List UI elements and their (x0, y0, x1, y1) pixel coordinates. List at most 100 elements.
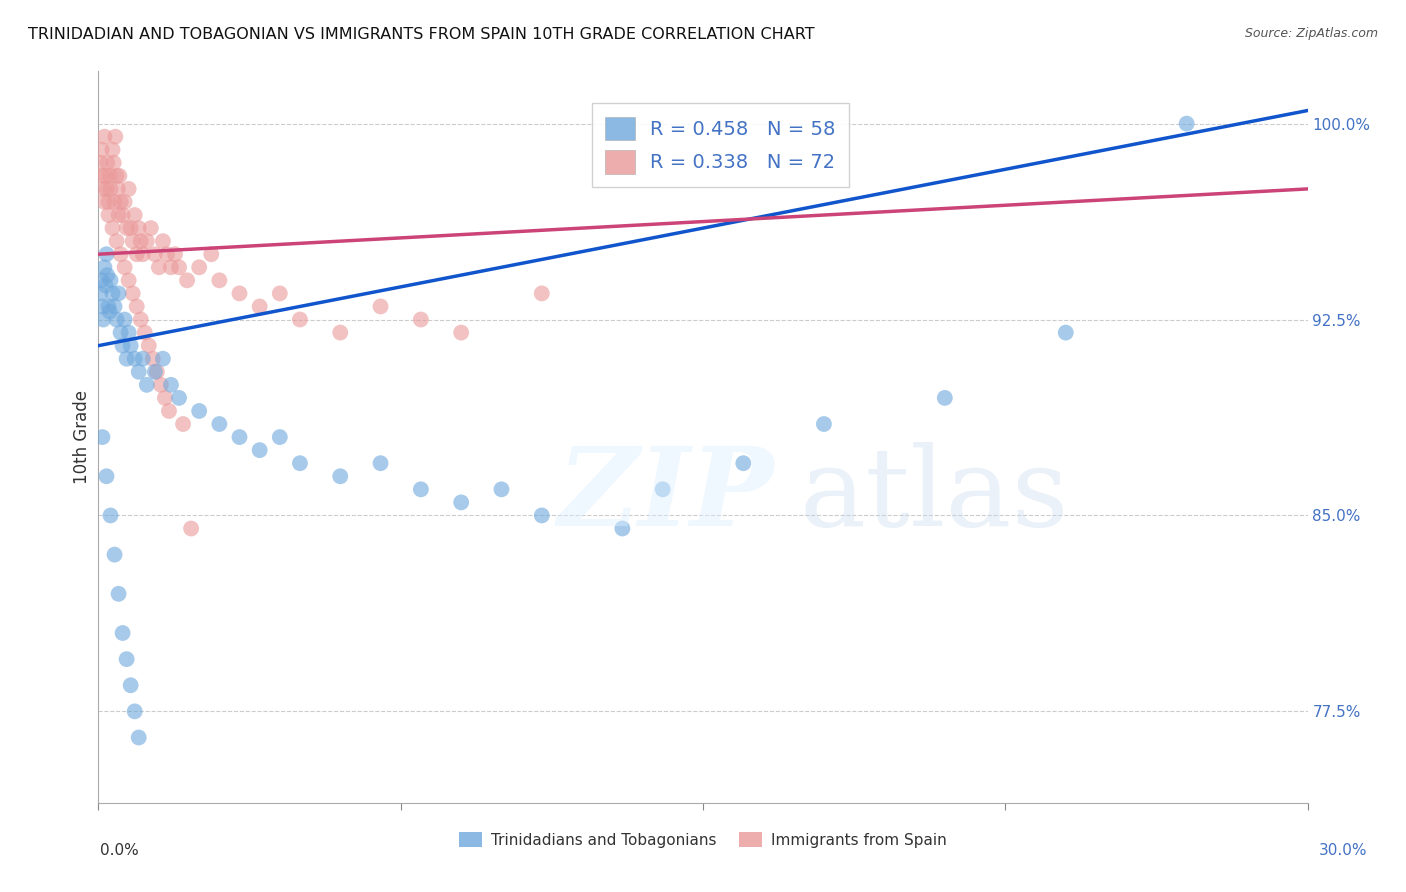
Point (146, 365, 169, 379)
Point (128, 221, 150, 235)
Point (249, 443, 271, 458)
Point (143, 365, 166, 379)
Point (118, 273, 141, 287)
Point (111, 339, 134, 353)
Point (733, 456, 755, 470)
Point (200, 247, 222, 261)
Point (120, 221, 142, 235)
Point (530, 508, 553, 523)
Point (105, 169, 128, 183)
Point (160, 260, 183, 275)
Point (96, 247, 118, 261)
Point (100, 273, 122, 287)
Point (124, 705, 146, 719)
Point (93, 260, 115, 275)
Text: 30.0%: 30.0% (1319, 843, 1367, 858)
Point (139, 221, 162, 235)
Point (152, 351, 174, 366)
Point (180, 522, 202, 536)
Point (370, 300, 392, 314)
Point (121, 234, 143, 248)
Point (103, 194, 125, 209)
Point (152, 234, 174, 248)
Legend: Trinidadians and Tobagonians, Immigrants from Spain: Trinidadians and Tobagonians, Immigrants… (453, 825, 953, 854)
Point (101, 221, 124, 235)
Point (115, 351, 138, 366)
Point (228, 430, 250, 444)
Point (160, 377, 183, 392)
Point (813, 417, 835, 431)
Point (101, 286, 124, 301)
Point (118, 182, 141, 196)
Point (96, 268, 118, 282)
Point (249, 300, 271, 314)
Point (1175, 117, 1198, 131)
Text: 0.0%: 0.0% (100, 843, 139, 858)
Point (107, 286, 129, 301)
Point (96, 182, 118, 196)
Point (105, 312, 128, 326)
Point (409, 312, 432, 326)
Point (149, 377, 172, 392)
Point (115, 652, 138, 666)
Point (103, 548, 125, 562)
Point (120, 339, 142, 353)
Y-axis label: 10th Grade: 10th Grade (73, 390, 91, 484)
Point (134, 326, 156, 340)
Point (97, 194, 120, 209)
Point (132, 247, 155, 261)
Point (491, 483, 513, 497)
Point (124, 351, 146, 366)
Point (96, 155, 118, 169)
Point (111, 208, 134, 222)
Point (142, 351, 165, 366)
Point (288, 312, 311, 326)
Point (90, 143, 112, 157)
Point (450, 326, 472, 340)
Point (89, 155, 111, 169)
Point (288, 456, 311, 470)
Point (107, 587, 129, 601)
Point (143, 247, 166, 261)
Point (101, 143, 124, 157)
Point (128, 365, 150, 379)
Point (129, 234, 152, 248)
Text: Source: ZipAtlas.com: Source: ZipAtlas.com (1244, 27, 1378, 40)
Point (107, 208, 129, 222)
Point (163, 247, 186, 261)
Point (651, 483, 673, 497)
Point (176, 273, 198, 287)
Point (135, 377, 157, 392)
Point (329, 469, 352, 483)
Point (934, 391, 956, 405)
Point (96, 469, 118, 483)
Point (118, 326, 141, 340)
Point (329, 326, 352, 340)
Point (228, 286, 250, 301)
Point (98, 304, 121, 318)
Point (172, 417, 194, 431)
Point (120, 678, 142, 692)
Point (89, 286, 111, 301)
Point (115, 221, 138, 235)
Point (156, 247, 179, 261)
Point (208, 273, 231, 287)
Point (100, 508, 122, 523)
Point (167, 260, 190, 275)
Point (94, 278, 117, 293)
Point (128, 731, 150, 745)
Point (107, 182, 129, 196)
Point (103, 155, 125, 169)
Point (132, 351, 155, 366)
Point (188, 404, 211, 418)
Point (103, 300, 125, 314)
Point (108, 169, 131, 183)
Point (167, 391, 190, 405)
Point (135, 234, 157, 248)
Point (409, 483, 432, 497)
Point (138, 339, 160, 353)
Point (97, 208, 120, 222)
Point (100, 182, 122, 196)
Point (98, 169, 121, 183)
Point (124, 208, 146, 222)
